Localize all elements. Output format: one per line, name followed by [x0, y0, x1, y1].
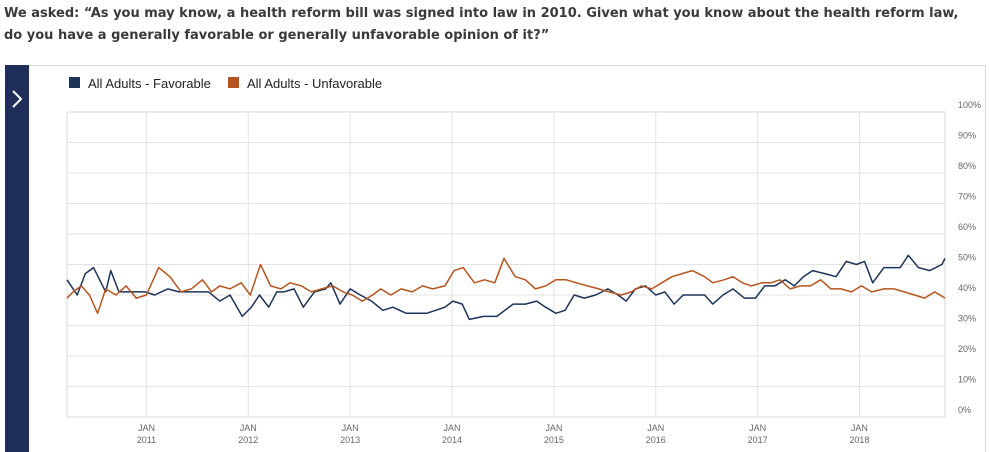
series-line-unfavorable: [66, 257, 946, 315]
x-tick-label-month: JAN: [342, 423, 359, 433]
y-tick-label: 0%: [958, 405, 971, 415]
x-tick-label-month: JAN: [851, 423, 868, 433]
y-tick-label: 20%: [958, 344, 976, 354]
x-tick-label-year: 2018: [849, 435, 869, 445]
x-tick-label-year: 2011: [137, 435, 156, 445]
question-text: We asked: “As you may know, a health ref…: [4, 6, 959, 43]
y-tick-label: 10%: [958, 375, 976, 385]
x-tick-label-year: 2013: [340, 435, 360, 445]
x-tick-label-year: 2012: [238, 435, 258, 445]
x-tick-label-year: 2016: [646, 435, 666, 445]
x-tick-label-month: JAN: [138, 423, 155, 433]
x-tick-label-year: 2015: [544, 435, 564, 445]
legend-swatch: [228, 77, 239, 88]
chevron-right-icon[interactable]: [9, 85, 25, 113]
x-tick-label-month: JAN: [647, 423, 664, 433]
y-tick-label: 30%: [958, 314, 976, 324]
x-tick-label-month: JAN: [749, 423, 766, 433]
x-tick-label-month: JAN: [545, 423, 562, 433]
y-tick-label: 80%: [958, 161, 976, 171]
x-tick-label-year: 2017: [748, 435, 768, 445]
x-tick-label-month: JAN: [444, 423, 461, 433]
y-tick-label: 100%: [958, 100, 981, 110]
legend-swatch: [69, 77, 80, 88]
legend-label: All Adults - Favorable: [88, 76, 211, 91]
x-tick-label-year: 2014: [442, 435, 462, 445]
y-tick-label: 60%: [958, 222, 976, 232]
y-tick-label: 40%: [958, 283, 976, 293]
x-tick-label-month: JAN: [240, 423, 257, 433]
y-tick-label: 70%: [958, 192, 976, 202]
y-tick-label: 50%: [958, 253, 976, 263]
series-line-favorable: [66, 254, 946, 321]
y-tick-label: 90%: [958, 131, 976, 141]
legend-label: All Adults - Unfavorable: [247, 76, 382, 91]
sidebar-toggle[interactable]: [5, 65, 29, 452]
